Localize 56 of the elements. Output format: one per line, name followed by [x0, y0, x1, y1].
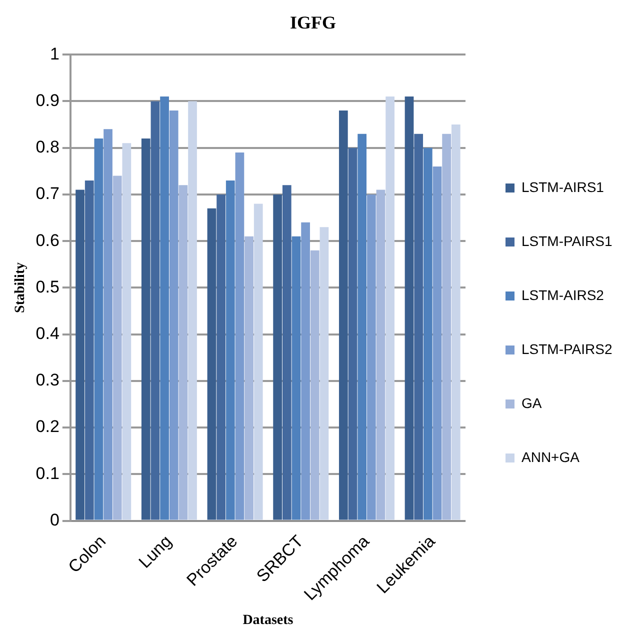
legend-label: LSTM-AIRS1	[522, 178, 604, 195]
bar	[160, 96, 169, 520]
bar	[338, 110, 348, 520]
bar	[254, 204, 263, 520]
bar	[404, 96, 414, 520]
bar	[301, 222, 310, 520]
bar	[310, 250, 320, 520]
y-tick-label: 0	[50, 510, 60, 530]
bar	[282, 185, 292, 520]
bar	[451, 124, 460, 520]
y-tick-label: 0.2	[36, 417, 60, 436]
bar	[320, 227, 329, 520]
bar	[207, 208, 216, 520]
y-tick-label: 0.3	[36, 370, 60, 390]
bar	[226, 180, 235, 520]
bar	[358, 134, 366, 520]
legend-label: LSTM-AIRS2	[522, 286, 604, 303]
bar	[178, 185, 188, 520]
bar	[94, 138, 104, 520]
bar	[150, 101, 160, 520]
chart-title: IGFG	[290, 12, 336, 32]
y-tick-label: 0.1	[36, 464, 60, 483]
bar	[84, 180, 94, 520]
bar	[442, 134, 451, 520]
bar	[216, 194, 226, 520]
y-tick-label: 0.5	[36, 277, 60, 296]
bar	[169, 110, 178, 520]
legend-label: LSTM-PAIRS1	[522, 232, 612, 249]
y-tick-label: 1	[50, 44, 60, 64]
bar	[188, 101, 197, 520]
legend-label: ANN+GA	[522, 448, 580, 465]
bar	[273, 194, 282, 520]
bar	[122, 143, 132, 520]
legend-label: GA	[522, 394, 542, 411]
y-tick-label: 0.4	[36, 324, 60, 343]
bar	[348, 148, 358, 520]
bar	[386, 96, 394, 520]
bar	[112, 176, 122, 520]
bar	[366, 194, 376, 520]
y-axis-title: Stability	[13, 262, 28, 313]
y-tick-label: 0.7	[36, 184, 60, 204]
bar	[141, 138, 150, 520]
bar	[104, 129, 112, 520]
bar	[76, 190, 84, 520]
bar	[423, 148, 432, 520]
bar	[292, 236, 301, 520]
bar	[376, 190, 386, 520]
x-axis-title: Datasets	[242, 613, 294, 628]
bar	[414, 134, 424, 520]
legend-label: LSTM-PAIRS2	[522, 340, 612, 357]
y-tick-label: 0.6	[36, 230, 60, 250]
y-tick-label: 0.9	[36, 90, 60, 110]
bar	[432, 166, 442, 520]
y-tick-label: 0.8	[36, 138, 60, 157]
bar	[235, 152, 244, 520]
bar	[244, 236, 254, 520]
